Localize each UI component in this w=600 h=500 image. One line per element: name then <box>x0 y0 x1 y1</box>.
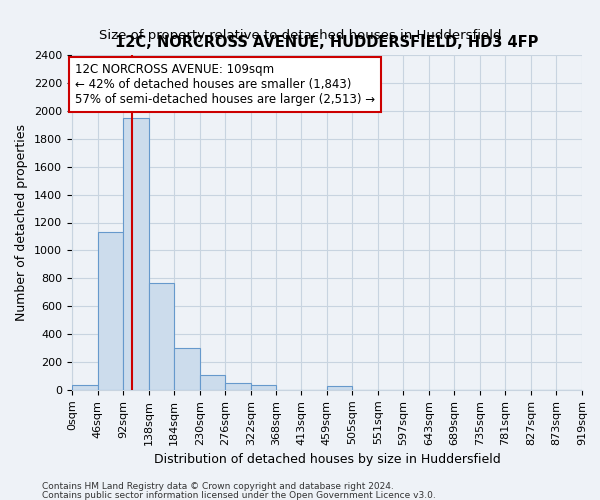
Y-axis label: Number of detached properties: Number of detached properties <box>16 124 28 321</box>
Bar <box>225 383 251 390</box>
Bar <box>174 348 200 390</box>
Bar <box>200 376 225 390</box>
Bar <box>251 385 276 390</box>
Text: Contains HM Land Registry data © Crown copyright and database right 2024.: Contains HM Land Registry data © Crown c… <box>42 482 394 491</box>
Text: Size of property relative to detached houses in Huddersfield: Size of property relative to detached ho… <box>99 28 501 42</box>
X-axis label: Distribution of detached houses by size in Huddersfield: Distribution of detached houses by size … <box>154 453 500 466</box>
Bar <box>72 385 98 390</box>
Title: 12C, NORCROSS AVENUE, HUDDERSFIELD, HD3 4FP: 12C, NORCROSS AVENUE, HUDDERSFIELD, HD3 … <box>115 34 539 50</box>
Text: 12C NORCROSS AVENUE: 109sqm
← 42% of detached houses are smaller (1,843)
57% of : 12C NORCROSS AVENUE: 109sqm ← 42% of det… <box>75 64 375 106</box>
Bar <box>149 282 174 390</box>
Text: Contains public sector information licensed under the Open Government Licence v3: Contains public sector information licen… <box>42 490 436 500</box>
Bar <box>327 386 352 390</box>
Bar <box>123 118 149 390</box>
Bar <box>98 232 123 390</box>
